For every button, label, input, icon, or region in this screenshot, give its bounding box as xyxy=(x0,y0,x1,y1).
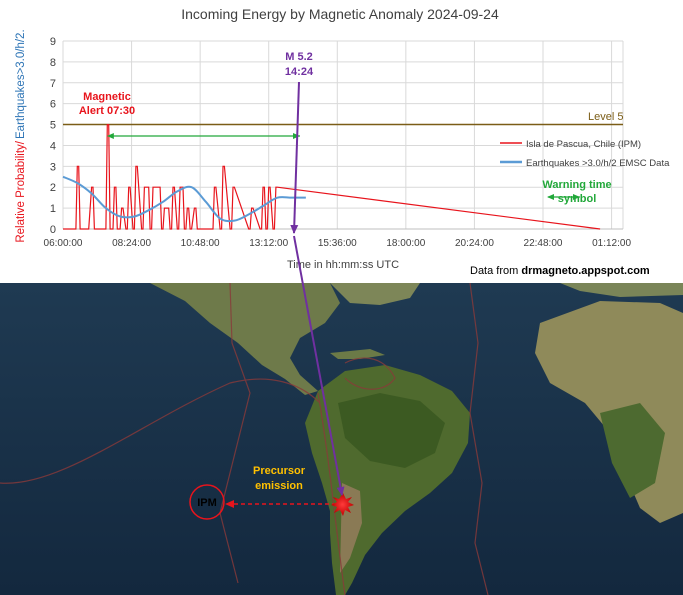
alert-label-line2: Alert 07:30 xyxy=(79,105,135,117)
map: IPM Precursor emission xyxy=(0,283,683,595)
y-tick-label: 7 xyxy=(50,78,56,90)
legend-ipm-label: Isla de Pascua, Chile (IPM) xyxy=(526,139,641,150)
chart: Incoming Energy by Magnetic Anomaly 2024… xyxy=(15,6,670,277)
series-ipm-line xyxy=(63,124,601,230)
warning-symbol-legend: Warning time symbol xyxy=(542,179,611,205)
warning-symbol-label-line2: symbol xyxy=(558,193,597,205)
x-tick-label: 01:12:00 xyxy=(592,238,631,249)
north-america xyxy=(150,283,340,395)
amazon xyxy=(338,393,445,468)
x-tick-label: 08:24:00 xyxy=(112,238,151,249)
x-tick-label: 20:24:00 xyxy=(455,238,494,249)
x-tick-label: 06:00:00 xyxy=(44,238,83,249)
station-label: IPM xyxy=(197,497,217,509)
chart-title: Incoming Energy by Magnetic Anomaly 2024… xyxy=(181,6,499,22)
y-tick-label: 1 xyxy=(50,203,56,215)
warning-symbol-label-line1: Warning time xyxy=(542,179,611,191)
series-emsc-line xyxy=(62,175,306,223)
y-tick-label: 3 xyxy=(50,161,56,173)
y-tick-label: 9 xyxy=(50,36,56,48)
data-source-site: drmagneto.appspot.com xyxy=(521,265,650,277)
y-tick-label: 6 xyxy=(50,99,56,111)
x-tick-label: 10:48:00 xyxy=(181,238,220,249)
y-tick-label: 0 xyxy=(50,224,56,236)
y-tick-label: 8 xyxy=(50,57,56,69)
y-tick-label: 2 xyxy=(50,182,56,194)
alert-label-line1: Magnetic xyxy=(83,91,131,103)
caribbean xyxy=(330,349,385,359)
y-tick-label: 5 xyxy=(50,120,56,132)
x-tick-label: 13:12:00 xyxy=(249,238,288,249)
quake-label-line1: M 5.2 xyxy=(285,51,313,63)
x-tick-label: 18:00:00 xyxy=(386,238,425,249)
y-axis-label-prob: Relative Probability/ xyxy=(15,140,27,242)
level-5-label: Level 5 xyxy=(588,111,623,123)
y-tick-label: 4 xyxy=(50,140,56,152)
x-tick-label: 15:36:00 xyxy=(318,238,357,249)
data-source: Data from drmagneto.appspot.com xyxy=(470,265,650,277)
central-africa xyxy=(600,403,665,498)
legend: Isla de Pascua, Chile (IPM) Earthquakes … xyxy=(500,139,670,169)
y-axis-label: Relative Probability/Earthquakes>3.0/h/2… xyxy=(15,29,27,242)
precursor-marker: IPM Precursor emission xyxy=(189,465,354,520)
y-axis-label-eq: Earthquakes>3.0/h/2. xyxy=(15,29,27,139)
europe xyxy=(560,283,683,297)
x-axis-ticks: 06:00:00 08:24:00 10:48:00 13:12:00 15:36:00… xyxy=(44,238,632,249)
quake-label-line2: 14:24 xyxy=(285,66,314,78)
grid xyxy=(62,40,624,230)
precursor-label-line2: emission xyxy=(255,480,303,492)
precursor-label-line1: Precursor xyxy=(253,465,306,477)
north-america-east xyxy=(330,283,420,305)
legend-emsc-label: Earthquakes >3.0/h/2 EMSC Data xyxy=(526,158,670,169)
satellite-map: IPM Precursor emission xyxy=(0,283,683,595)
station-circle xyxy=(189,484,225,520)
x-tick-label: 22:48:00 xyxy=(524,238,563,249)
data-source-prefix: Data from xyxy=(470,265,521,277)
series xyxy=(62,124,601,230)
epicenter-icon xyxy=(331,493,354,516)
x-axis-label: Time in hh:mm:ss UTC xyxy=(287,259,399,271)
y-axis-ticks: 0 1 2 3 4 5 6 7 8 9 xyxy=(50,36,56,236)
